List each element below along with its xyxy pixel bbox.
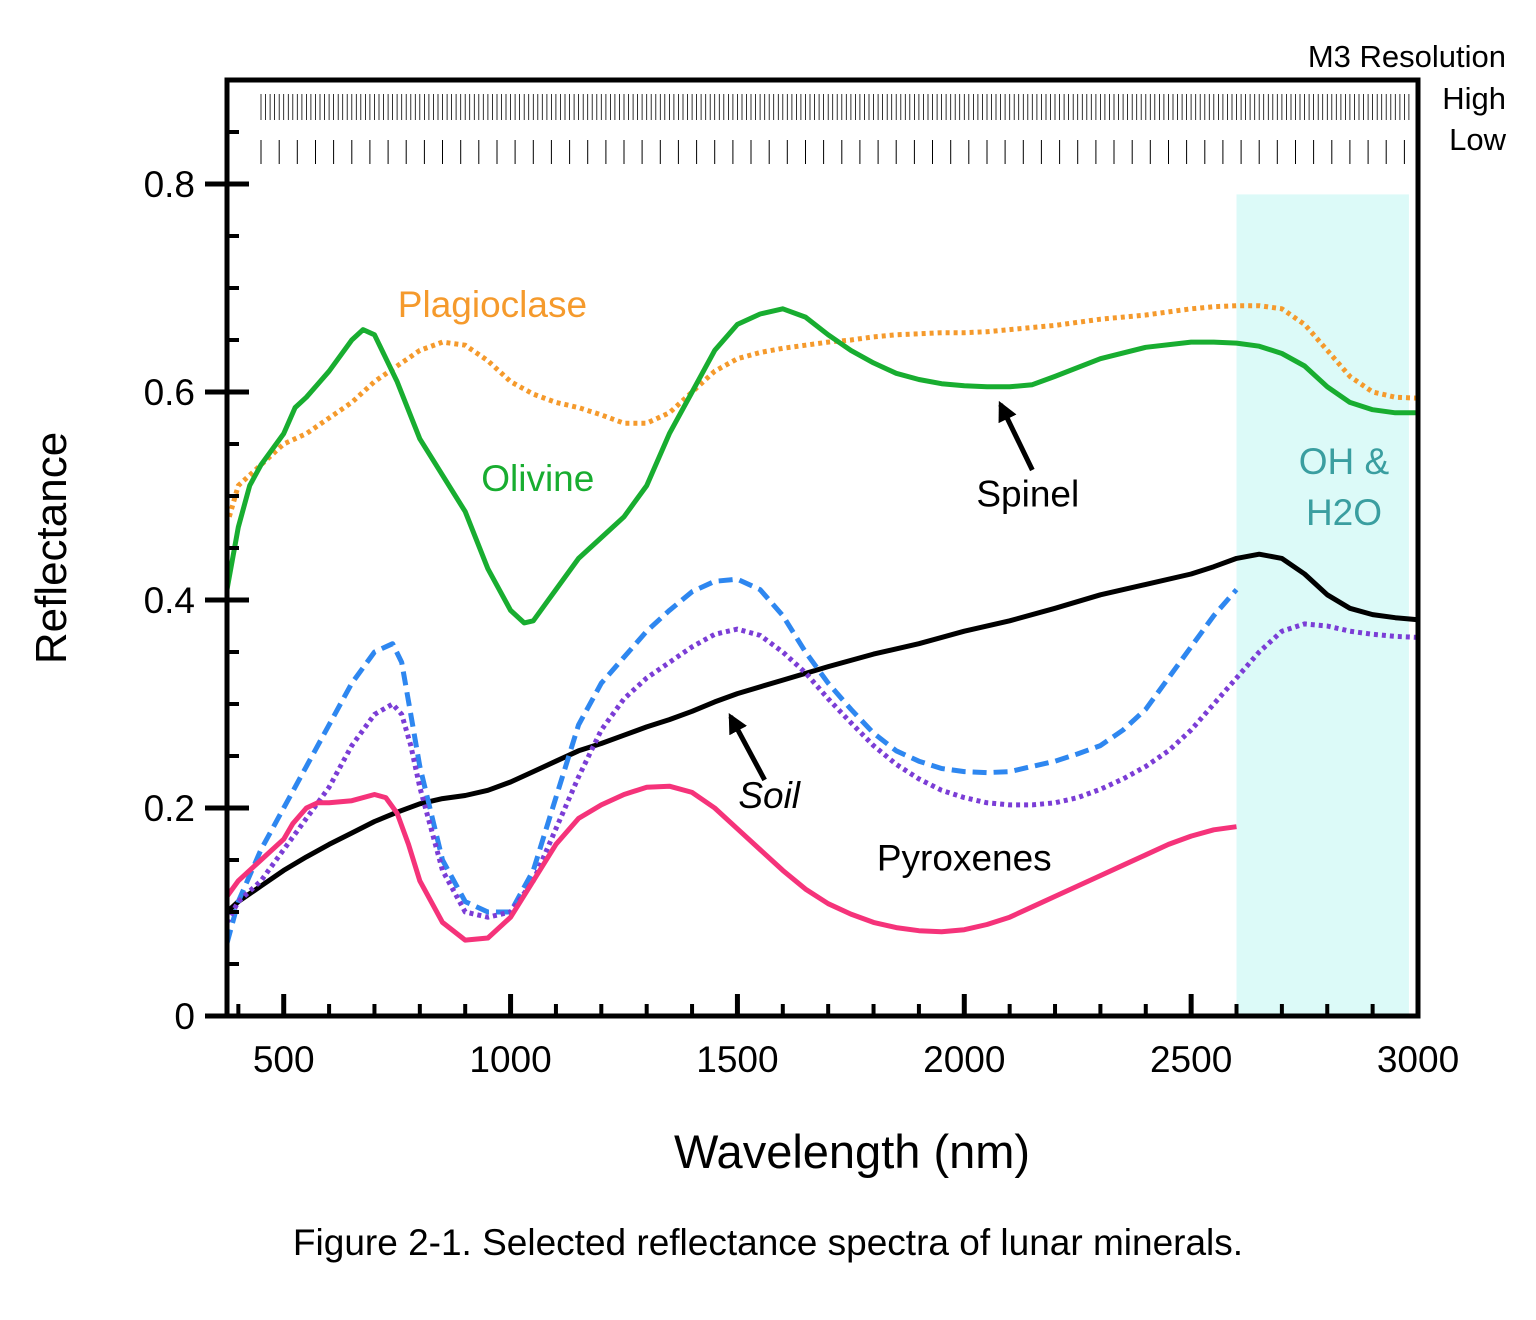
series-line-pyroxene-blue <box>224 576 1239 944</box>
series-line-pyroxene-pink <box>224 783 1237 943</box>
figure-caption: Figure 2-1. Selected reflectance spectra… <box>292 1222 1244 1263</box>
resolution-low-label: Low <box>1449 122 1506 157</box>
shaded-region-label-line2: H2O <box>1306 492 1382 533</box>
series-line-plagioclase <box>226 303 1419 518</box>
high-resolution-ticks <box>260 94 1410 120</box>
soil-arrow <box>728 712 767 782</box>
y-tick-label: 0.4 <box>144 580 195 621</box>
low-resolution-ticks <box>260 140 1405 164</box>
reflectance-chart: 500 1000 1500 2000 2500 3000 0 0.2 0.4 0.6 0.8 Pla… <box>27 39 1507 1178</box>
annotation-label: Spinel <box>976 473 1079 514</box>
x-tick-label: 2500 <box>1150 1039 1232 1080</box>
x-axis-label: Wavelength (nm) <box>674 1125 1030 1178</box>
resolution-high-label: High <box>1442 81 1506 116</box>
series-line-olivine <box>224 306 1418 626</box>
x-tick-label: 3000 <box>1377 1039 1459 1080</box>
annotation-label: Plagioclase <box>398 284 587 325</box>
annotation-label: Pyroxenes <box>877 837 1052 878</box>
oh-h2o-shaded-region <box>1236 194 1409 1016</box>
annotation-label: Olivine <box>481 458 594 499</box>
annotation-label: Soil <box>738 775 801 816</box>
y-tick-label: 0.2 <box>144 788 195 829</box>
shaded-region-label-line1: OH & <box>1299 441 1390 482</box>
x-tick-label: 1000 <box>469 1039 551 1080</box>
x-tick-label: 500 <box>253 1039 315 1080</box>
series-line-pyroxene-purple <box>224 621 1419 924</box>
y-tick-label: 0 <box>174 996 195 1037</box>
x-tick-label: 1500 <box>696 1039 778 1080</box>
y-axis-label: Reflectance <box>27 432 76 664</box>
x-tick-label: 2000 <box>923 1039 1005 1080</box>
spinel-arrow <box>998 400 1035 472</box>
resolution-title: M3 Resolution <box>1308 39 1506 74</box>
series-line-spinel <box>225 551 1419 914</box>
y-tick-label: 0.6 <box>144 372 195 413</box>
y-tick-label: 0.8 <box>144 164 195 205</box>
